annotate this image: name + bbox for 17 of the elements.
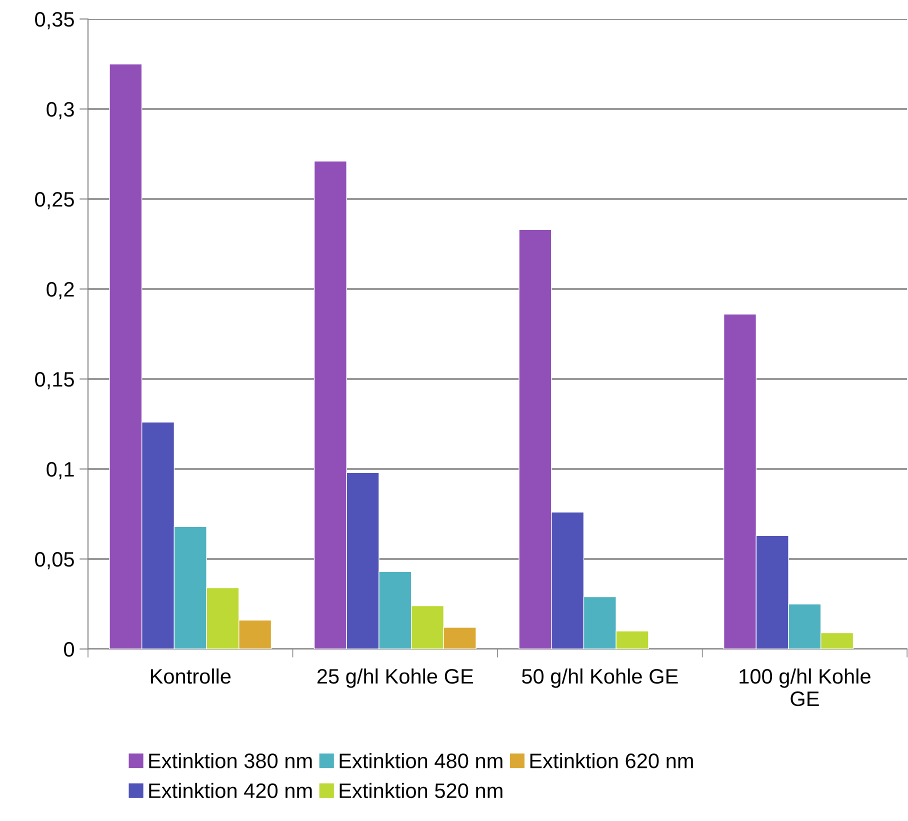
x-tick-label: 25 g/hl Kohle GE	[317, 668, 474, 688]
y-tick-label: 0,25	[35, 192, 74, 210]
y-tick-label: 0	[64, 642, 74, 657]
x-tick-label: 100 g/hl Kohle GE	[740, 668, 870, 706]
y-tick-label: 0,05	[35, 552, 74, 570]
y-tick-label: 0,1	[46, 462, 74, 480]
y-tick-label: 0,15	[35, 372, 74, 390]
legend-label: Extinktion 480 nm	[340, 752, 502, 768]
legend-label: Extinktion 520 nm	[340, 782, 502, 798]
y-tick-label: 0,35	[35, 12, 74, 30]
y-tick-label: 0,2	[46, 282, 74, 300]
legend-label: Extinktion 620 nm	[530, 752, 693, 768]
y-tick-label: 0,3	[46, 102, 74, 120]
x-tick-label: Kontrolle	[150, 668, 231, 684]
x-tick-label: 50 g/hl Kohle GE	[522, 668, 678, 688]
legend-label: Extinktion 420 nm	[149, 782, 312, 798]
legend-label: Extinktion 380 nm	[149, 752, 312, 768]
